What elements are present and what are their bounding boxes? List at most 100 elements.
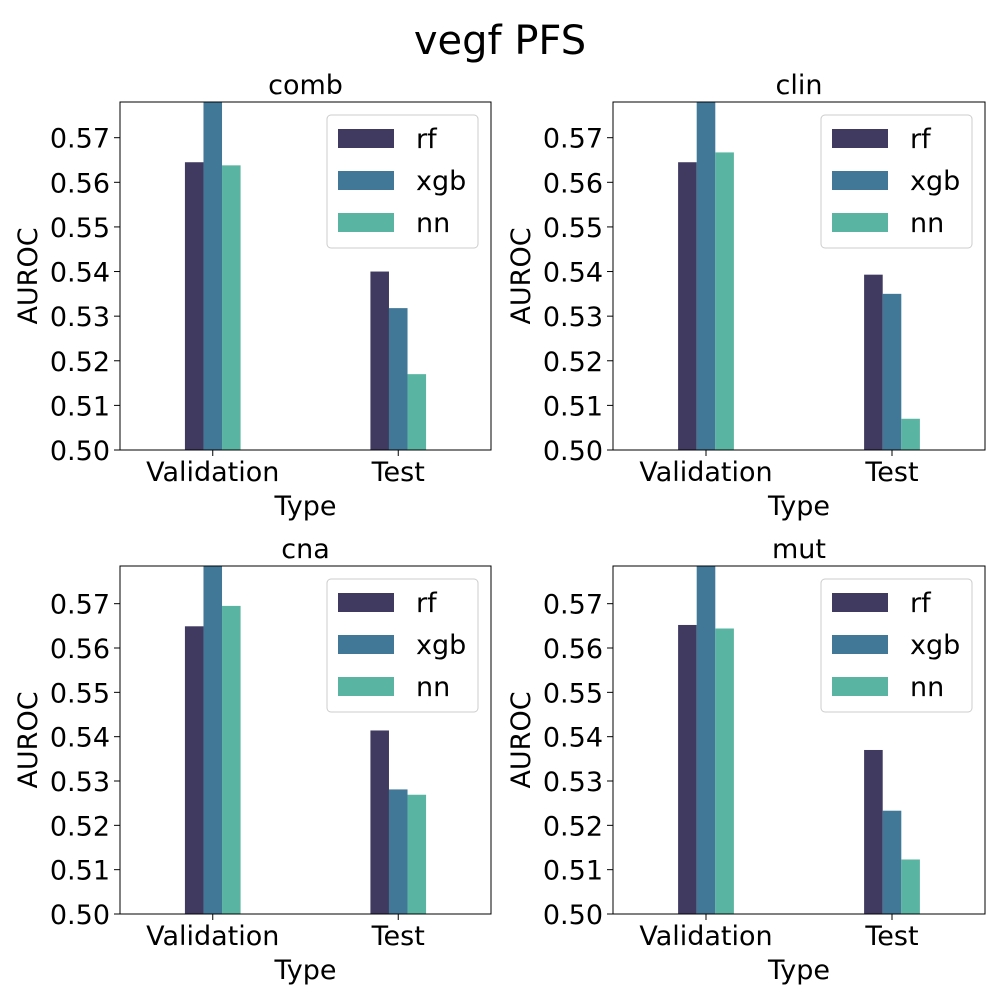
legend-label-nn: nn xyxy=(910,208,944,239)
legend: rf xgb nn xyxy=(326,578,479,713)
legend-swatch-xgb xyxy=(338,171,394,190)
y-tick-label: 0.57 xyxy=(50,124,110,155)
bar-rf-validation xyxy=(184,626,204,914)
axes-frame xyxy=(119,101,492,451)
y-tick-label: 0.54 xyxy=(543,258,603,289)
legend-swatch-nn xyxy=(338,677,394,696)
bar-rf-validation xyxy=(678,624,697,914)
panel-title: clin xyxy=(776,70,823,101)
y-tick-label: 0.54 xyxy=(50,258,110,289)
legend-label-rf: rf xyxy=(910,124,932,155)
legend-label-xgb: xgb xyxy=(416,630,466,661)
figure-title: vegf PFS xyxy=(414,18,586,64)
legend-swatch-nn xyxy=(832,677,888,696)
y-tick-label: 0.53 xyxy=(543,767,603,798)
bar-xgb-validation xyxy=(203,566,223,914)
bar-nn-test xyxy=(901,418,920,450)
legend: rf xgb nn xyxy=(820,114,973,249)
legend-label-xgb: xgb xyxy=(910,166,960,197)
legend-label-xgb: xgb xyxy=(910,630,960,661)
y-tick-label: 0.50 xyxy=(543,436,603,467)
y-tick-label: 0.54 xyxy=(50,723,110,754)
y-tick-label: 0.54 xyxy=(543,723,603,754)
bar-xgb-test xyxy=(882,810,902,914)
chart-panel-clin: 0.50 0.51 0.52 0.53 0.54 0.55 0.56 0.57 Validati… xyxy=(506,70,986,522)
bar-nn-test xyxy=(407,794,427,914)
legend-swatch-xgb xyxy=(832,635,888,654)
x-axis-label: Type xyxy=(273,491,336,522)
y-axis-label: AUROC xyxy=(13,227,44,324)
y-tick-label: 0.53 xyxy=(50,302,110,333)
legend-label-rf: rf xyxy=(910,588,932,619)
legend-label-rf: rf xyxy=(416,588,438,619)
legend-swatch-rf xyxy=(832,593,888,612)
y-tick-label: 0.53 xyxy=(543,302,603,333)
panel-title: cna xyxy=(281,534,330,565)
legend-swatch-rf xyxy=(832,129,888,148)
legend: rf xgb nn xyxy=(326,114,479,249)
y-tick-label: 0.51 xyxy=(543,856,603,887)
legend-label-xgb: xgb xyxy=(416,166,466,197)
legend: rf xgb nn xyxy=(820,578,973,713)
y-tick-label: 0.51 xyxy=(543,391,603,422)
y-tick-label: 0.50 xyxy=(50,900,110,931)
bars xyxy=(678,102,920,450)
legend-swatch-nn xyxy=(832,213,888,232)
x-tick-label: Test xyxy=(371,921,425,952)
x-tick-label: Test xyxy=(371,457,425,488)
x-tick-label: Validation xyxy=(146,457,279,488)
bar-nn-validation xyxy=(715,628,734,914)
bar-rf-test xyxy=(370,730,389,914)
axes-frame xyxy=(612,101,986,451)
y-tick-label: 0.52 xyxy=(50,811,110,842)
axes-frame xyxy=(119,565,492,915)
y-axis-label: AUROC xyxy=(506,691,537,788)
y-tick-label: 0.50 xyxy=(543,900,603,931)
bar-xgb-validation xyxy=(696,102,716,450)
panel-title: comb xyxy=(268,70,343,101)
y-tick-label: 0.56 xyxy=(543,168,603,199)
bars xyxy=(678,566,920,914)
y-tick-label: 0.55 xyxy=(543,678,603,709)
x-tick-label: Test xyxy=(864,457,918,488)
bar-xgb-validation xyxy=(696,566,716,914)
y-tick-label: 0.52 xyxy=(543,811,603,842)
x-tick-label: Validation xyxy=(639,921,772,952)
y-tick-label: 0.56 xyxy=(50,168,110,199)
y-tick-label: 0.56 xyxy=(543,634,603,665)
legend-swatch-nn xyxy=(338,213,394,232)
y-tick-label: 0.51 xyxy=(50,391,110,422)
panel-title: mut xyxy=(772,534,826,565)
y-tick-label: 0.55 xyxy=(50,213,110,244)
x-axis-label: Type xyxy=(767,955,830,986)
y-tick-label: 0.52 xyxy=(543,347,603,378)
bar-xgb-test xyxy=(388,308,408,450)
bar-rf-validation xyxy=(678,162,697,450)
y-tick-label: 0.57 xyxy=(543,124,603,155)
legend-swatch-rf xyxy=(338,129,394,148)
chart-panel-cna: 0.50 0.51 0.52 0.53 0.54 0.55 0.56 0.57 Validati… xyxy=(13,534,492,986)
y-tick-label: 0.57 xyxy=(50,590,110,621)
bar-nn-validation xyxy=(222,605,241,914)
chart-panel-comb: 0.50 0.51 0.52 0.53 0.54 0.55 0.56 0.57 Validati… xyxy=(13,70,492,522)
y-axis-label: AUROC xyxy=(13,691,44,788)
y-tick-label: 0.56 xyxy=(50,634,110,665)
bar-nn-validation xyxy=(222,165,241,450)
y-tick-label: 0.51 xyxy=(50,856,110,887)
y-tick-label: 0.55 xyxy=(543,213,603,244)
bar-xgb-test xyxy=(882,293,902,450)
legend-swatch-xgb xyxy=(338,635,394,654)
legend-label-nn: nn xyxy=(416,208,450,239)
legend-label-rf: rf xyxy=(416,124,438,155)
bar-nn-test xyxy=(407,374,427,450)
bar-nn-validation xyxy=(715,152,734,450)
chart-panel-mut: 0.50 0.51 0.52 0.53 0.54 0.55 0.56 0.57 Validati… xyxy=(506,534,986,986)
x-tick-label: Test xyxy=(864,921,918,952)
legend-label-nn: nn xyxy=(416,672,450,703)
x-tick-label: Validation xyxy=(146,921,279,952)
legend-swatch-xgb xyxy=(832,171,888,190)
y-tick-label: 0.55 xyxy=(50,678,110,709)
bar-rf-validation xyxy=(184,162,204,450)
bar-nn-test xyxy=(901,859,920,914)
